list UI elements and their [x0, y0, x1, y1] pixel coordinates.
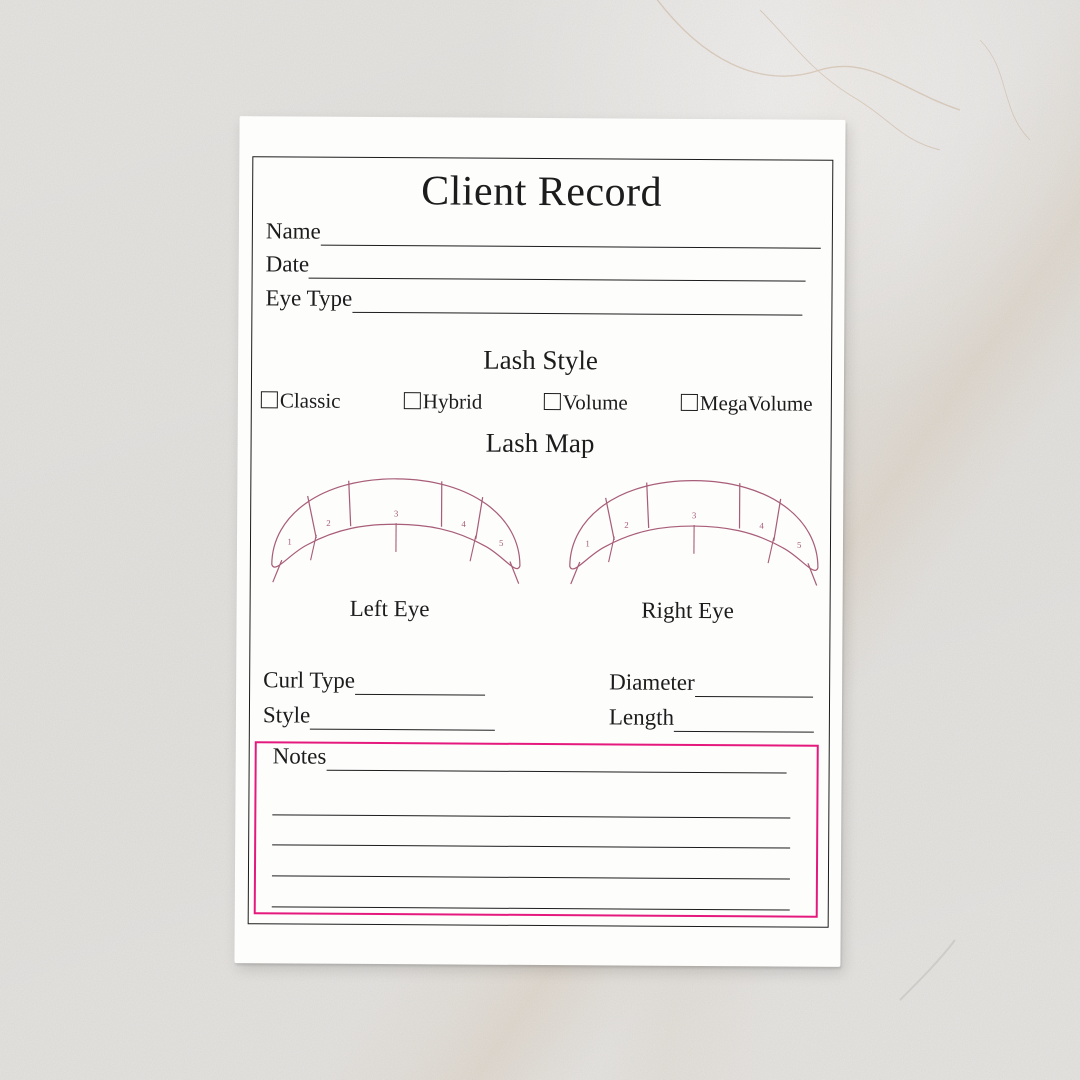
- svg-text:3: 3: [394, 508, 399, 518]
- svg-text:1: 1: [287, 537, 291, 547]
- svg-text:1: 1: [585, 538, 589, 548]
- svg-text:2: 2: [624, 520, 628, 530]
- svg-text:4: 4: [759, 521, 764, 531]
- svg-text:3: 3: [692, 510, 697, 520]
- svg-text:2: 2: [326, 518, 330, 528]
- svg-text:5: 5: [499, 538, 504, 548]
- svg-text:4: 4: [461, 519, 466, 529]
- svg-text:5: 5: [797, 540, 802, 550]
